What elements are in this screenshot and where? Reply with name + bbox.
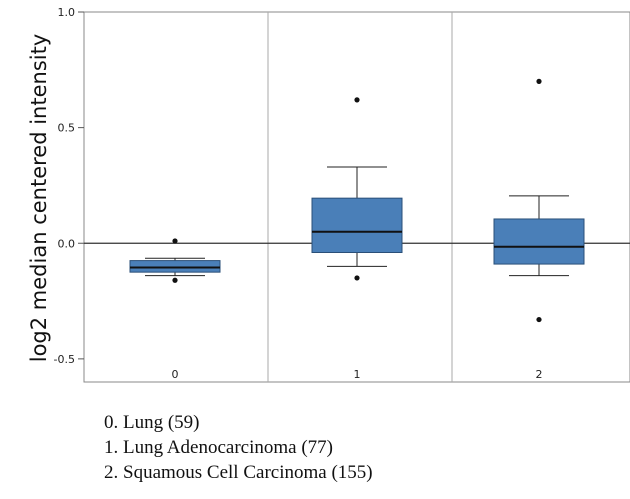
box-iqr	[129, 260, 221, 273]
y-tick-label: -0.5	[54, 353, 75, 366]
box-iqr	[493, 218, 585, 265]
box-group-1	[311, 97, 403, 281]
x-axis: 0 1 2	[172, 368, 543, 381]
legend-item-1: 1. Lung Adenocarcinoma (77)	[104, 437, 333, 458]
box-plot: 1.0 0.5 0.0 -0.5 0 1 2 log2 median centered i…	[27, 6, 630, 383]
x-tick-label: 1	[354, 368, 361, 381]
outlier-point	[536, 78, 542, 84]
y-tick-label: 0.5	[58, 122, 76, 135]
legend: 0. Lung (59) 1. Lung Adenocarcinoma (77)…	[104, 410, 373, 485]
box-group-2	[493, 78, 585, 323]
y-tick-label: 1.0	[58, 6, 76, 19]
box-group-0	[129, 238, 221, 283]
outlier-point	[172, 238, 178, 244]
y-tick-label: 0.0	[58, 237, 76, 250]
x-tick-label: 2	[536, 368, 543, 381]
legend-item-2: 2. Squamous Cell Carcinoma (155)	[104, 462, 373, 483]
legend-item-0: 0. Lung (59)	[104, 412, 200, 433]
boxes	[129, 78, 585, 323]
x-tick-label: 0	[172, 368, 179, 381]
outlier-point	[354, 275, 360, 281]
y-axis-label: log2 median centered intensity	[27, 34, 51, 363]
outlier-point	[354, 97, 360, 103]
box-iqr	[311, 197, 403, 253]
y-axis: 1.0 0.5 0.0 -0.5	[54, 6, 84, 366]
outlier-point	[172, 277, 178, 283]
outlier-point	[536, 316, 542, 323]
plot-frame	[83, 11, 630, 383]
